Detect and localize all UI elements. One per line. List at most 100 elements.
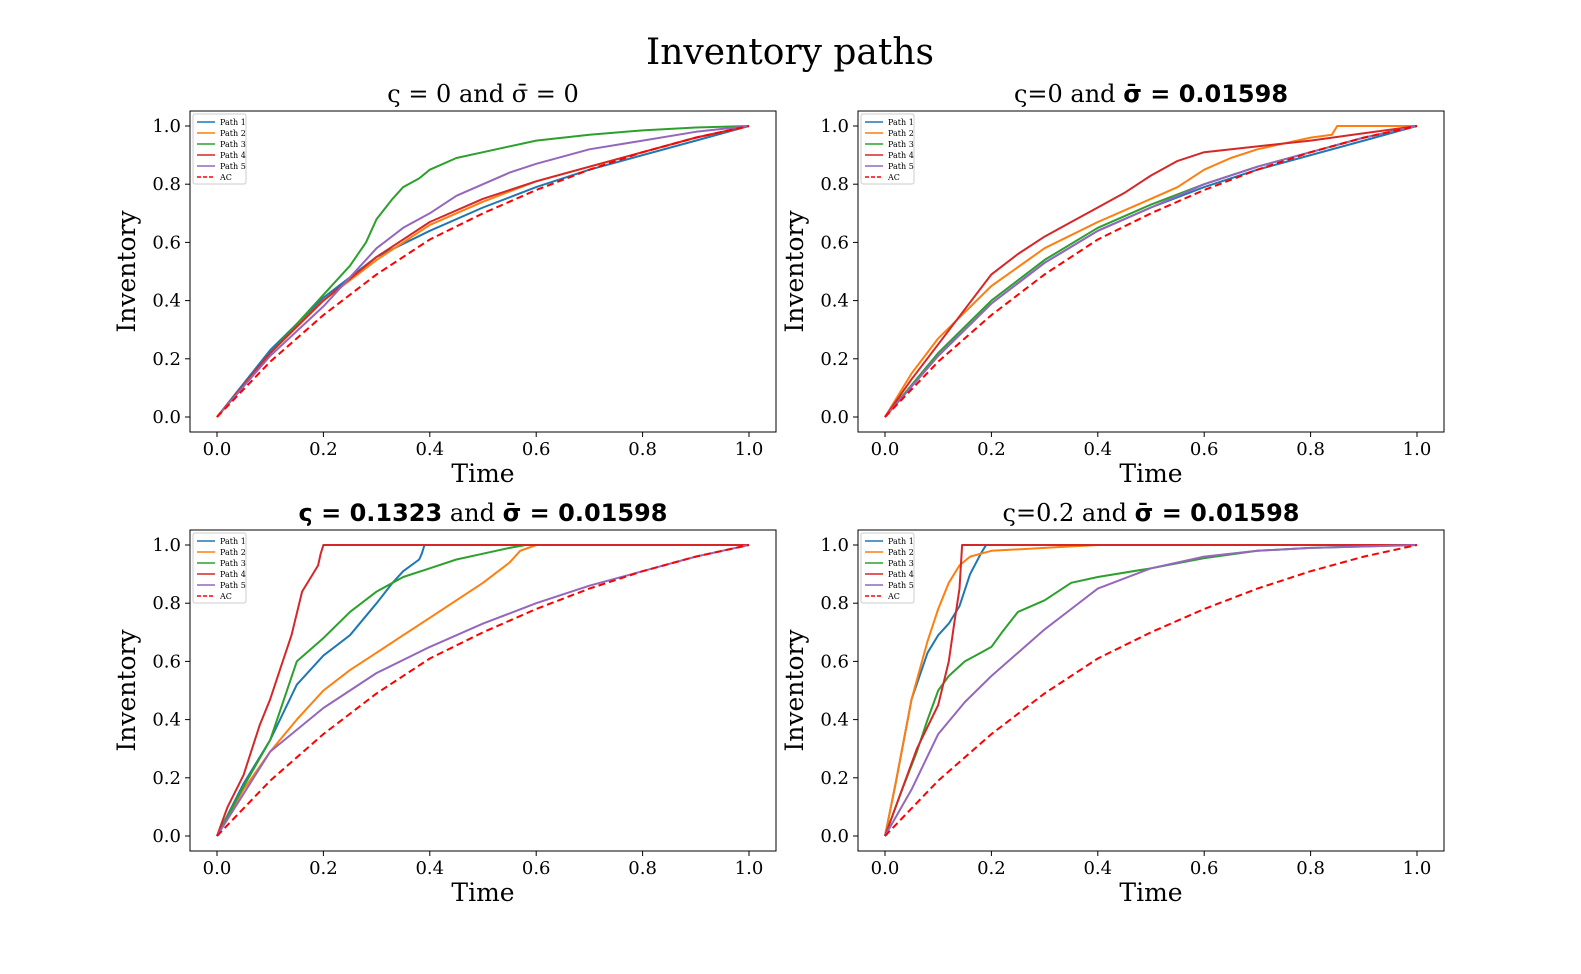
series-line-path-4 [216,544,749,837]
x-tick-label: 0.4 [415,439,444,460]
x-tick-label: 0.4 [1083,858,1112,879]
x-axis-label: Time [1119,459,1182,488]
x-tick-label: 0.8 [1296,858,1325,879]
x-tick-label: 0.6 [522,858,551,879]
series-line-path-1 [884,544,1417,837]
subplot-4: ς=0.2 and σ̄ = 0.01598 0.0 0.2 0.4 0.6 0.8 1.0… [780,499,1445,907]
series-line-ac [216,125,750,418]
legend-label: Path 4 [220,151,246,160]
series-line-ac [216,544,750,837]
x-tick-label: 0.2 [309,439,338,460]
series-line-path-1 [216,125,750,418]
series-line-path-3 [216,544,749,837]
legend: Path 1 Path 2 Path 3 Path 4 Path 5 AC [192,113,247,185]
legend-label: Path 5 [220,162,246,171]
x-tick-label: 0.8 [628,858,657,879]
y-tick-label: 0.6 [820,651,849,672]
legend-label: Path 1 [888,118,914,127]
y-tick-label: 1.0 [820,535,849,556]
x-axis-label: Time [451,459,514,488]
y-tick-label: 1.0 [152,535,181,556]
x-tick-label: 1.0 [735,858,764,879]
y-axis-label: Inventory [112,210,141,333]
title-part: ς=0.2 and [1003,499,1135,527]
legend-label: Path 1 [220,537,246,546]
y-tick-label: 0.0 [152,826,181,847]
x-tick-label: 0.4 [415,858,444,879]
legend-label: Path 3 [888,140,914,149]
subplot-title: ς = 0.1323 and σ̄ = 0.01598 [299,499,668,527]
legend-label: AC [219,592,232,601]
series-line-path-3 [216,125,750,418]
y-tick-label: 0.0 [820,826,849,847]
legend-label: Path 5 [888,581,914,590]
x-axis-label: Time [1119,878,1182,907]
x-tick-label: 0.2 [977,439,1006,460]
x-tick-label: 0.0 [203,858,232,879]
x-axis-label: Time [451,878,514,907]
legend: Path 1 Path 2 Path 3 Path 4 Path 5 AC [860,532,915,604]
series-line-path-4 [884,125,1418,418]
x-tick-label: 0.6 [522,439,551,460]
y-tick-label: 0.8 [820,593,849,614]
x-tick-label: 0.0 [203,439,232,460]
x-tick-label: 1.0 [735,439,764,460]
y-tick-label: 0.2 [152,768,181,789]
x-tick-label: 0.2 [977,858,1006,879]
subplot-title: ς = 0 and σ̄ = 0 [387,80,579,108]
y-tick-label: 0.6 [152,232,181,253]
legend-label: Path 1 [888,537,914,546]
y-tick-label: 0.4 [152,710,181,731]
series-line-ac [884,125,1418,418]
x-tick-label: 0.6 [1190,439,1219,460]
title-part: ς = 0 and [387,80,511,108]
y-tick-label: 0.0 [152,407,181,428]
y-tick-label: 0.2 [152,349,181,370]
axes-frame [857,110,1445,433]
series-line-path-5 [884,125,1418,418]
legend-label: Path 1 [220,118,246,127]
title-part: ς=0 and [1014,80,1123,108]
y-tick-label: 0.8 [152,174,181,195]
series-line-path-1 [884,125,1418,418]
y-tick-label: 0.0 [820,407,849,428]
subplot-1: ς = 0 and σ̄ = 0 0.0 0.2 0.4 0.6 0.8 1.0 0.0 0.2… [112,80,777,488]
x-tick-label: 1.0 [1403,439,1432,460]
y-axis-label: Inventory [780,629,809,752]
subplot-title: ς=0.2 and σ̄ = 0.01598 [1003,499,1300,527]
x-tick-label: 0.4 [1083,439,1112,460]
title-part: σ̄ = 0 [512,80,579,108]
legend-label: AC [887,592,900,601]
legend-label: Path 5 [888,162,914,171]
figure-title: Inventory paths [646,32,934,73]
y-tick-label: 0.4 [152,291,181,312]
subplot-title: ς=0 and σ̄ = 0.01598 [1014,80,1288,108]
series-line-path-4 [884,544,1417,837]
series-line-path-5 [884,544,1418,837]
y-tick-label: 0.8 [152,593,181,614]
series-line-path-4 [216,125,750,418]
x-tick-label: 0.6 [1190,858,1219,879]
legend-label: Path 2 [220,548,246,557]
y-tick-label: 0.4 [820,710,849,731]
series-line-path-2 [216,125,750,418]
series-line-path-5 [216,125,750,418]
legend: Path 1 Path 2 Path 3 Path 4 Path 5 AC [860,113,915,185]
title-part: and [442,499,502,527]
legend-label: AC [219,173,232,182]
legend-label: AC [887,173,900,182]
series-line-path-3 [884,544,1418,837]
subplot-2: ς=0 and σ̄ = 0.01598 0.0 0.2 0.4 0.6 0.8 1.0 0.… [780,80,1445,488]
y-tick-label: 0.2 [820,349,849,370]
y-tick-label: 0.6 [820,232,849,253]
title-part: ς = 0.1323 [299,499,443,527]
x-tick-label: 0.8 [628,439,657,460]
legend-label: Path 3 [220,140,246,149]
title-part: σ̄ = 0.01598 [1123,80,1288,108]
y-tick-label: 0.6 [152,651,181,672]
legend-label: Path 2 [888,548,914,557]
series-line-path-1 [216,544,749,837]
legend-label: Path 5 [220,581,246,590]
x-tick-label: 0.0 [871,858,900,879]
